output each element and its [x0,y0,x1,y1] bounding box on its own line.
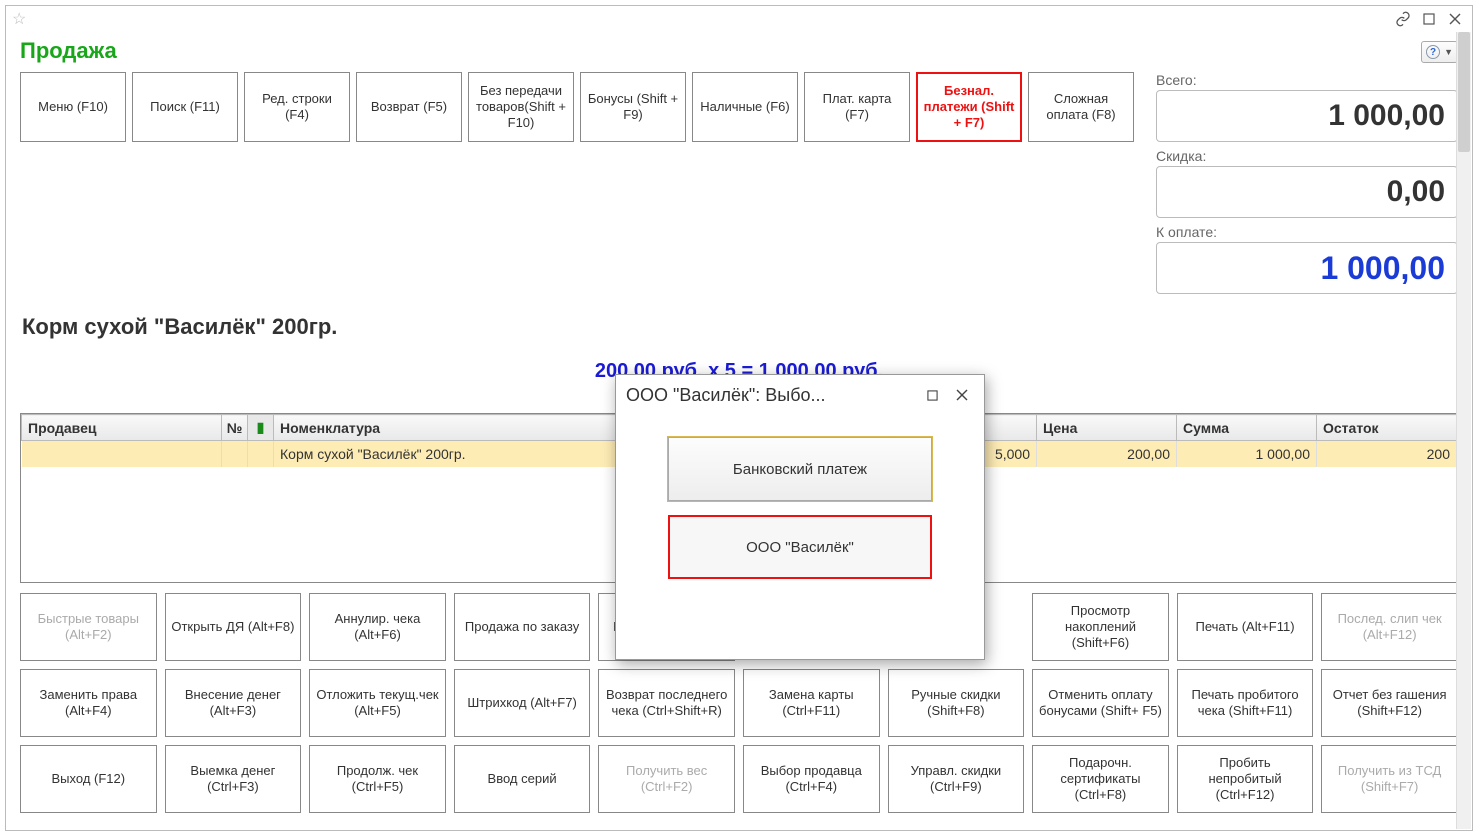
bottom-button-2-9[interactable]: Получить из ТСД (Shift+F7) [1321,745,1458,813]
favorite-icon[interactable]: ☆ [12,9,26,29]
cell-num [222,441,248,467]
cell-price: 200,00 [1037,441,1177,467]
maximize-icon[interactable] [1418,8,1440,30]
cell-seller [22,441,222,467]
bottom-button-1-5[interactable]: Замена карты (Ctrl+F11) [743,669,880,737]
bottom-button-2-8[interactable]: Пробить непробитый (Ctrl+F12) [1177,745,1314,813]
bottom-button-1-7[interactable]: Отменить оплату бонусами (Shift+ F5) [1032,669,1169,737]
top-button-9[interactable]: Сложная оплата (F8) [1028,72,1134,142]
top-button-0[interactable]: Меню (F10) [20,72,126,142]
titlebar: ☆ [6,6,1472,32]
bottom-button-0-2[interactable]: Аннулир. чека (Alt+F6) [309,593,446,661]
bottom-button-0-3[interactable]: Продажа по заказу [454,593,591,661]
pay-value: 1 000,00 [1156,242,1458,294]
bottom-button-2-5[interactable]: Выбор продавца (Ctrl+F4) [743,745,880,813]
bottom-button-1-2[interactable]: Отложить текущ.чек (Alt+F5) [309,669,446,737]
col-seller[interactable]: Продавец [22,415,222,441]
bottom-button-2-0[interactable]: Выход (F12) [20,745,157,813]
bottom-button-1-0[interactable]: Заменить права (Alt+F4) [20,669,157,737]
bottom-button-1-1[interactable]: Внесение денег (Alt+F3) [165,669,302,737]
top-button-1[interactable]: Поиск (F11) [132,72,238,142]
top-button-bar: Меню (F10)Поиск (F11)Ред. строки (F4)Воз… [20,72,1134,300]
dialog-title: ООО "Василёк": Выбо... [626,385,914,406]
top-button-8[interactable]: Безнал. платежи (Shift + F7) [916,72,1022,142]
bottom-button-0-1[interactable]: Открыть ДЯ (Alt+F8) [165,593,302,661]
top-button-7[interactable]: Плат. карта (F7) [804,72,910,142]
dialog-option-1[interactable]: ООО "Василёк" [668,515,932,579]
dialog-titlebar: ООО "Василёк": Выбо... [616,375,984,415]
bottom-button-1-6[interactable]: Ручные скидки (Shift+F8) [888,669,1025,737]
link-icon[interactable] [1392,8,1414,30]
product-name: Корм сухой "Василёк" 200гр. [22,314,1458,340]
bottom-button-0-7[interactable]: Просмотр накоплений (Shift+F6) [1032,593,1169,661]
total-value: 1 000,00 [1156,90,1458,142]
chevron-down-icon: ▼ [1444,47,1453,57]
col-rest[interactable]: Остаток [1317,415,1457,441]
totals-panel: Всего: 1 000,00 Скидка: 0,00 К оплате: 1… [1156,72,1458,300]
bottom-button-2-7[interactable]: Подарочн. сертификаты (Ctrl+F8) [1032,745,1169,813]
col-price[interactable]: Цена [1037,415,1177,441]
top-button-2[interactable]: Ред. строки (F4) [244,72,350,142]
bottom-button-2-2[interactable]: Продолж. чек (Ctrl+F5) [309,745,446,813]
top-button-5[interactable]: Бонусы (Shift + F9) [580,72,686,142]
cell-sum: 1 000,00 [1177,441,1317,467]
bottom-button-2-1[interactable]: Выемка денег (Ctrl+F3) [165,745,302,813]
cell-ic [248,441,274,467]
bottom-button-1-3[interactable]: Штрихкод (Alt+F7) [454,669,591,737]
bottom-button-2-4[interactable]: Получить вес (Ctrl+F2) [598,745,735,813]
col-num-icon[interactable]: № [222,415,248,441]
discount-label: Скидка: [1156,148,1458,164]
discount-value: 0,00 [1156,166,1458,218]
scrollbar[interactable] [1456,32,1471,829]
col-sum[interactable]: Сумма [1177,415,1317,441]
dialog-maximize-icon[interactable] [920,383,944,407]
scrollbar-thumb[interactable] [1458,32,1470,152]
top-button-3[interactable]: Возврат (F5) [356,72,462,142]
total-label: Всего: [1156,72,1458,88]
top-button-4[interactable]: Без передачи товаров(Shift + F10) [468,72,574,142]
help-icon: ? [1426,45,1440,59]
bottom-button-1-8[interactable]: Печать пробитого чека (Shift+F11) [1177,669,1314,737]
bottom-button-0-8[interactable]: Печать (Alt+F11) [1177,593,1314,661]
page-title: Продажа [20,38,117,64]
pay-label: К оплате: [1156,224,1458,240]
close-icon[interactable] [1444,8,1466,30]
bottom-button-1-4[interactable]: Возврат последнего чека (Ctrl+Shift+R) [598,669,735,737]
bottom-button-0-9[interactable]: Послед. слип чек (Alt+F12) [1321,593,1458,661]
col-status-icon[interactable]: ▮ [248,415,274,441]
cell-rest: 200 [1317,441,1457,467]
bottom-button-2-6[interactable]: Управл. скидки (Ctrl+F9) [888,745,1025,813]
bottom-button-0-0[interactable]: Быстрые товары (Alt+F2) [20,593,157,661]
dialog-close-icon[interactable] [950,383,974,407]
top-button-6[interactable]: Наличные (F6) [692,72,798,142]
help-button[interactable]: ?▼ [1421,41,1458,63]
bottom-button-2-3[interactable]: Ввод серий [454,745,591,813]
bottom-button-1-9[interactable]: Отчет без гашения (Shift+F12) [1321,669,1458,737]
payment-type-dialog: ООО "Василёк": Выбо... Банковский платеж… [615,374,985,660]
dialog-option-0[interactable]: Банковский платеж [668,437,932,501]
